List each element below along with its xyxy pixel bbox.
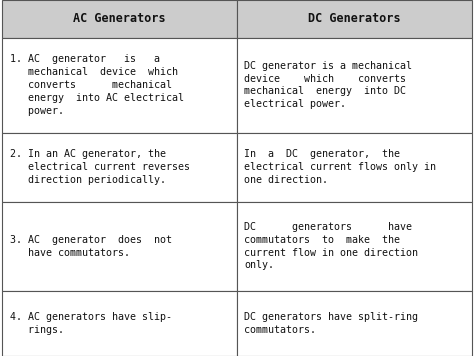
Text: 3. AC  generator  does  not
   have commutators.: 3. AC generator does not have commutator… — [10, 235, 173, 258]
Bar — [237, 132, 472, 202]
Bar — [2, 38, 237, 132]
Bar — [237, 202, 472, 291]
Text: DC generator is a mechanical
device    which    converts
mechanical  energy  int: DC generator is a mechanical device whic… — [244, 61, 412, 109]
Bar — [2, 0, 237, 38]
Bar — [2, 202, 237, 291]
Text: AC Generators: AC Generators — [73, 12, 166, 25]
Bar — [2, 132, 237, 202]
Bar — [2, 291, 237, 356]
Text: DC Generators: DC Generators — [308, 12, 401, 25]
Text: 2. In an AC generator, the
   electrical current reverses
   direction periodica: 2. In an AC generator, the electrical cu… — [10, 149, 191, 185]
Text: 1. AC  generator   is   a
   mechanical  device  which
   converts      mechanic: 1. AC generator is a mechanical device w… — [10, 54, 184, 116]
Bar — [237, 38, 472, 132]
Text: DC generators have split-ring
commutators.: DC generators have split-ring commutator… — [244, 312, 418, 335]
Bar — [237, 0, 472, 38]
Bar — [237, 291, 472, 356]
Text: DC      generators      have
commutators  to  make  the
current flow in one dire: DC generators have commutators to make t… — [244, 222, 418, 271]
Text: In  a  DC  generator,  the
electrical current flows only in
one direction.: In a DC generator, the electrical curren… — [244, 149, 436, 185]
Text: 4. AC generators have slip-
   rings.: 4. AC generators have slip- rings. — [10, 312, 173, 335]
